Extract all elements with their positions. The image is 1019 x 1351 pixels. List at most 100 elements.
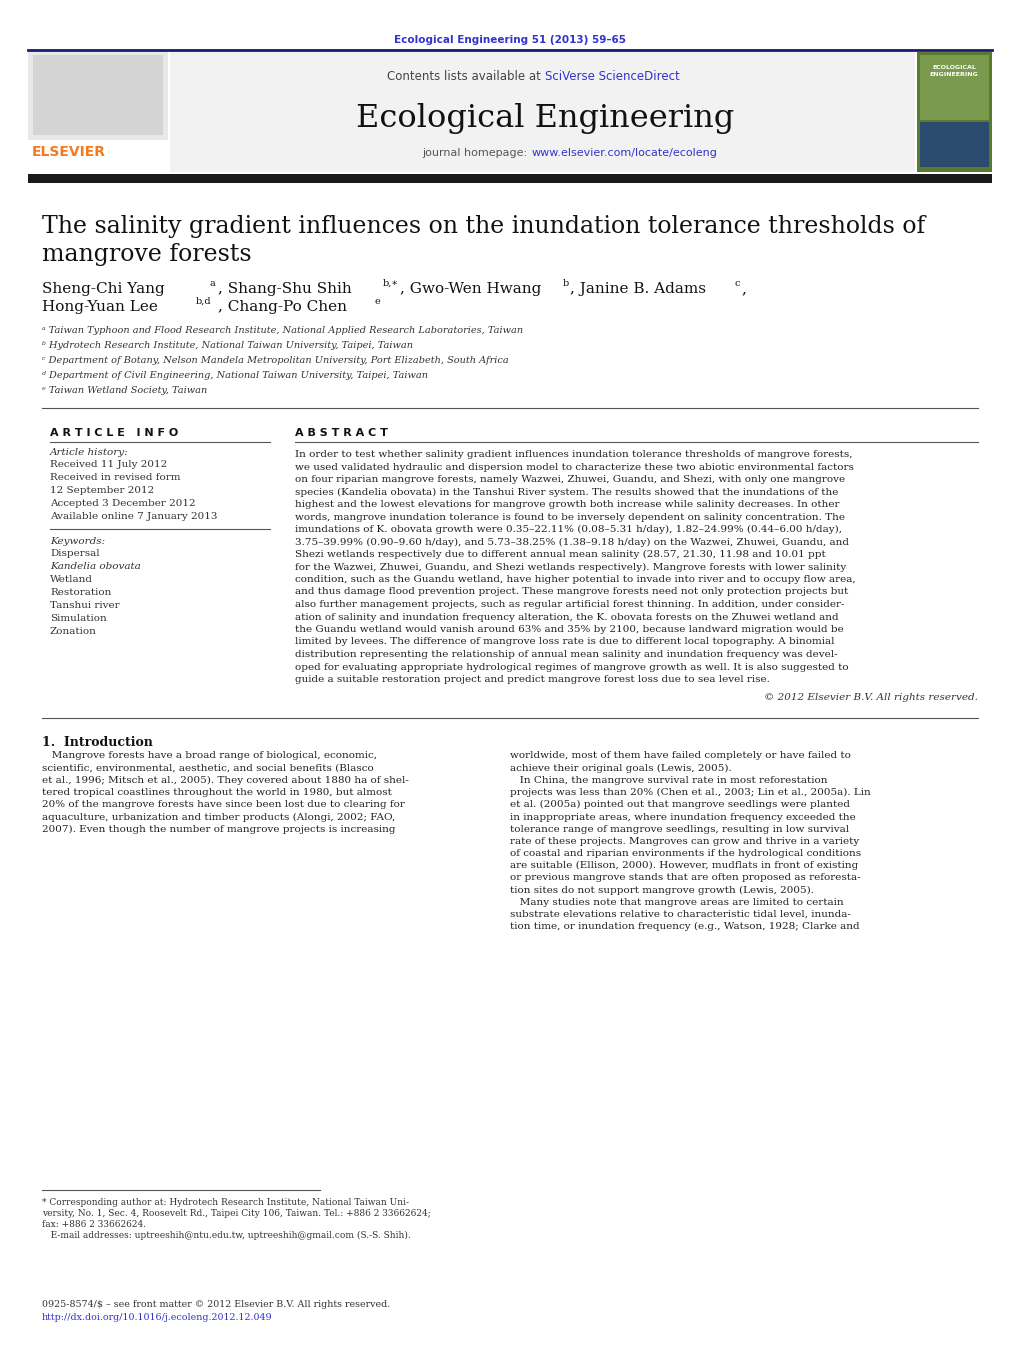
Text: www.elsevier.com/locate/ecoleng: www.elsevier.com/locate/ecoleng bbox=[532, 149, 717, 158]
Text: worldwide, most of them have failed completely or have failed to: worldwide, most of them have failed comp… bbox=[510, 751, 850, 761]
Text: distribution representing the relationship of annual mean salinity and inundatio: distribution representing the relationsh… bbox=[294, 650, 837, 659]
Text: , Chang-Po Chen: , Chang-Po Chen bbox=[218, 300, 346, 313]
Text: et al., 1996; Mitsch et al., 2005). They covered about 1880 ha of shel-: et al., 1996; Mitsch et al., 2005). They… bbox=[42, 775, 409, 785]
Text: species (Kandelia obovata) in the Tanshui River system. The results showed that : species (Kandelia obovata) in the Tanshu… bbox=[294, 488, 838, 497]
Text: Restoration: Restoration bbox=[50, 588, 111, 597]
Text: ᵉ Taiwan Wetland Society, Taiwan: ᵉ Taiwan Wetland Society, Taiwan bbox=[42, 386, 207, 394]
Text: 1.  Introduction: 1. Introduction bbox=[42, 735, 153, 748]
Text: © 2012 Elsevier B.V. All rights reserved.: © 2012 Elsevier B.V. All rights reserved… bbox=[763, 693, 977, 703]
Text: , Gwo-Wen Hwang: , Gwo-Wen Hwang bbox=[399, 282, 541, 296]
Text: ENGINEERING: ENGINEERING bbox=[928, 72, 977, 77]
Text: A R T I C L E   I N F O: A R T I C L E I N F O bbox=[50, 428, 178, 438]
Text: ᵈ Department of Civil Engineering, National Taiwan University, Taipei, Taiwan: ᵈ Department of Civil Engineering, Natio… bbox=[42, 372, 428, 380]
Text: ᵇ Hydrotech Research Institute, National Taiwan University, Taipei, Taiwan: ᵇ Hydrotech Research Institute, National… bbox=[42, 340, 413, 350]
Text: ᵃ Taiwan Typhoon and Flood Research Institute, National Applied Research Laborat: ᵃ Taiwan Typhoon and Flood Research Inst… bbox=[42, 326, 523, 335]
Text: http://dx.doi.org/10.1016/j.ecoleng.2012.12.049: http://dx.doi.org/10.1016/j.ecoleng.2012… bbox=[42, 1313, 272, 1323]
Text: or previous mangrove stands that are often proposed as reforesta-: or previous mangrove stands that are oft… bbox=[510, 874, 860, 882]
Text: Zonation: Zonation bbox=[50, 627, 97, 636]
Text: SciVerse ScienceDirect: SciVerse ScienceDirect bbox=[544, 70, 679, 82]
Text: Keywords:: Keywords: bbox=[50, 536, 105, 546]
Text: are suitable (Ellison, 2000). However, mudflats in front of existing: are suitable (Ellison, 2000). However, m… bbox=[510, 862, 857, 870]
Text: ECOLOGICAL: ECOLOGICAL bbox=[931, 65, 975, 70]
Text: mangrove forests: mangrove forests bbox=[42, 243, 252, 266]
Text: et al. (2005a) pointed out that mangrove seedlings were planted: et al. (2005a) pointed out that mangrove… bbox=[510, 800, 849, 809]
Text: E-mail addresses: uptreeshih@ntu.edu.tw, uptreeshih@gmail.com (S.-S. Shih).: E-mail addresses: uptreeshih@ntu.edu.tw,… bbox=[42, 1231, 411, 1240]
Text: condition, such as the Guandu wetland, have higher potential to invade into rive: condition, such as the Guandu wetland, h… bbox=[294, 576, 855, 584]
Text: In order to test whether salinity gradient influences inundation tolerance thres: In order to test whether salinity gradie… bbox=[294, 450, 852, 459]
Text: * Corresponding author at: Hydrotech Research Institute, National Taiwan Uni-: * Corresponding author at: Hydrotech Res… bbox=[42, 1198, 409, 1206]
Text: Available online 7 January 2013: Available online 7 January 2013 bbox=[50, 512, 217, 521]
Text: guide a suitable restoration project and predict mangrove forest loss due to sea: guide a suitable restoration project and… bbox=[294, 676, 769, 684]
Text: Sheng-Chi Yang: Sheng-Chi Yang bbox=[42, 282, 165, 296]
Text: b,d: b,d bbox=[196, 297, 211, 305]
Text: on four riparian mangrove forests, namely Wazwei, Zhuwei, Guandu, and Shezi, wit: on four riparian mangrove forests, namel… bbox=[294, 476, 845, 484]
Text: Simulation: Simulation bbox=[50, 613, 107, 623]
Text: Mangrove forests have a broad range of biological, economic,: Mangrove forests have a broad range of b… bbox=[42, 751, 377, 761]
Text: Contents lists available at: Contents lists available at bbox=[387, 70, 544, 82]
Text: Ecological Engineering 51 (2013) 59–65: Ecological Engineering 51 (2013) 59–65 bbox=[393, 35, 626, 45]
Text: ᶜ Department of Botany, Nelson Mandela Metropolitan University, Port Elizabeth, : ᶜ Department of Botany, Nelson Mandela M… bbox=[42, 357, 508, 365]
Text: scientific, environmental, aesthetic, and social benefits (Blasco: scientific, environmental, aesthetic, an… bbox=[42, 763, 373, 773]
Text: Dispersal: Dispersal bbox=[50, 549, 100, 558]
Text: fax: +886 2 33662624.: fax: +886 2 33662624. bbox=[42, 1220, 146, 1229]
Text: In China, the mangrove survival rate in most reforestation: In China, the mangrove survival rate in … bbox=[510, 775, 826, 785]
Bar bbox=[919, 55, 988, 120]
Text: Article history:: Article history: bbox=[50, 449, 128, 457]
Text: rate of these projects. Mangroves can grow and thrive in a variety: rate of these projects. Mangroves can gr… bbox=[510, 836, 858, 846]
Text: also further management projects, such as regular artificial forest thinning. In: also further management projects, such a… bbox=[294, 600, 844, 609]
Text: aquaculture, urbanization and timber products (Alongi, 2002; FAO,: aquaculture, urbanization and timber pro… bbox=[42, 812, 395, 821]
Text: Ecological Engineering: Ecological Engineering bbox=[356, 103, 734, 134]
Text: and thus damage flood prevention project. These mangrove forests need not only p: and thus damage flood prevention project… bbox=[294, 588, 848, 597]
Text: Wetland: Wetland bbox=[50, 576, 93, 584]
Text: Received 11 July 2012: Received 11 July 2012 bbox=[50, 459, 167, 469]
Bar bbox=[28, 174, 991, 182]
Text: 3.75–39.99% (0.90–9.60 h/day), and 5.73–38.25% (1.38–9.18 h/day) on the Wazwei, : 3.75–39.99% (0.90–9.60 h/day), and 5.73–… bbox=[294, 538, 848, 547]
Text: limited by levees. The difference of mangrove loss rate is due to different loca: limited by levees. The difference of man… bbox=[294, 638, 834, 647]
Text: ,: , bbox=[740, 282, 745, 296]
Text: versity, No. 1, Sec. 4, Roosevelt Rd., Taipei City 106, Taiwan. Tel.: +886 2 336: versity, No. 1, Sec. 4, Roosevelt Rd., T… bbox=[42, 1209, 430, 1219]
Text: 12 September 2012: 12 September 2012 bbox=[50, 486, 154, 494]
Text: Hong-Yuan Lee: Hong-Yuan Lee bbox=[42, 300, 158, 313]
Text: c: c bbox=[735, 280, 740, 288]
Bar bbox=[170, 51, 914, 172]
Text: Tanshui river: Tanshui river bbox=[50, 601, 119, 611]
Text: imundations of K. obovata growth were 0.35–22.11% (0.08–5.31 h/day), 1.82–24.99%: imundations of K. obovata growth were 0.… bbox=[294, 526, 841, 534]
Text: ation of salinity and inundation frequency alteration, the K. obovata forests on: ation of salinity and inundation frequen… bbox=[294, 612, 838, 621]
Text: words, mangrove inundation tolerance is found to be inversely dependent on salin: words, mangrove inundation tolerance is … bbox=[294, 512, 844, 521]
Text: 2007). Even though the number of mangrove projects is increasing: 2007). Even though the number of mangrov… bbox=[42, 824, 395, 834]
Text: ELSEVIER: ELSEVIER bbox=[32, 145, 106, 159]
Text: journal homepage:: journal homepage: bbox=[422, 149, 530, 158]
Text: we used validated hydraulic and dispersion model to characterize these two abiot: we used validated hydraulic and dispersi… bbox=[294, 462, 853, 471]
Text: tolerance range of mangrove seedlings, resulting in low survival: tolerance range of mangrove seedlings, r… bbox=[510, 824, 848, 834]
Text: 0925-8574/$ – see front matter © 2012 Elsevier B.V. All rights reserved.: 0925-8574/$ – see front matter © 2012 El… bbox=[42, 1300, 390, 1309]
Text: Many studies note that mangrove areas are limited to certain: Many studies note that mangrove areas ar… bbox=[510, 898, 843, 907]
Text: e: e bbox=[375, 297, 380, 305]
Text: oped for evaluating appropriate hydrological regimes of mangrove growth as well.: oped for evaluating appropriate hydrolog… bbox=[294, 662, 848, 671]
Text: A B S T R A C T: A B S T R A C T bbox=[294, 428, 387, 438]
Text: in inappropriate areas, where inundation frequency exceeded the: in inappropriate areas, where inundation… bbox=[510, 812, 855, 821]
Text: Kandelia obovata: Kandelia obovata bbox=[50, 562, 141, 571]
Text: , Shang-Shu Shih: , Shang-Shu Shih bbox=[218, 282, 352, 296]
Text: Accepted 3 December 2012: Accepted 3 December 2012 bbox=[50, 499, 196, 508]
Text: for the Wazwei, Zhuwei, Guandu, and Shezi wetlands respectively). Mangrove fores: for the Wazwei, Zhuwei, Guandu, and Shez… bbox=[294, 562, 846, 571]
Text: b,∗: b,∗ bbox=[382, 280, 398, 288]
Text: projects was less than 20% (Chen et al., 2003; Lin et al., 2005a). Lin: projects was less than 20% (Chen et al.,… bbox=[510, 788, 870, 797]
Text: Shezi wetlands respectively due to different annual mean salinity (28.57, 21.30,: Shezi wetlands respectively due to diffe… bbox=[294, 550, 825, 559]
Text: 20% of the mangrove forests have since been lost due to clearing for: 20% of the mangrove forests have since b… bbox=[42, 800, 405, 809]
Bar bbox=[28, 51, 168, 141]
Text: The salinity gradient influences on the inundation tolerance thresholds of: The salinity gradient influences on the … bbox=[42, 215, 924, 238]
Text: tered tropical coastlines throughout the world in 1980, but almost: tered tropical coastlines throughout the… bbox=[42, 788, 391, 797]
Text: highest and the lowest elevations for mangrove growth both increase while salini: highest and the lowest elevations for ma… bbox=[294, 500, 839, 509]
Text: Received in revised form: Received in revised form bbox=[50, 473, 180, 482]
Text: , Janine B. Adams: , Janine B. Adams bbox=[570, 282, 705, 296]
Text: a: a bbox=[210, 280, 216, 288]
Bar bbox=[33, 55, 163, 135]
Text: tion time, or inundation frequency (e.g., Watson, 1928; Clarke and: tion time, or inundation frequency (e.g.… bbox=[510, 923, 859, 931]
Text: the Guandu wetland would vanish around 63% and 35% by 2100, because landward mig: the Guandu wetland would vanish around 6… bbox=[294, 626, 843, 634]
Text: achieve their original goals (Lewis, 2005).: achieve their original goals (Lewis, 200… bbox=[510, 763, 731, 773]
Bar bbox=[916, 51, 991, 172]
Text: of coastal and riparian environments if the hydrological conditions: of coastal and riparian environments if … bbox=[510, 848, 860, 858]
Text: tion sites do not support mangrove growth (Lewis, 2005).: tion sites do not support mangrove growt… bbox=[510, 886, 813, 894]
Text: substrate elevations relative to characteristic tidal level, inunda-: substrate elevations relative to charact… bbox=[510, 911, 850, 919]
Bar bbox=[919, 122, 988, 168]
